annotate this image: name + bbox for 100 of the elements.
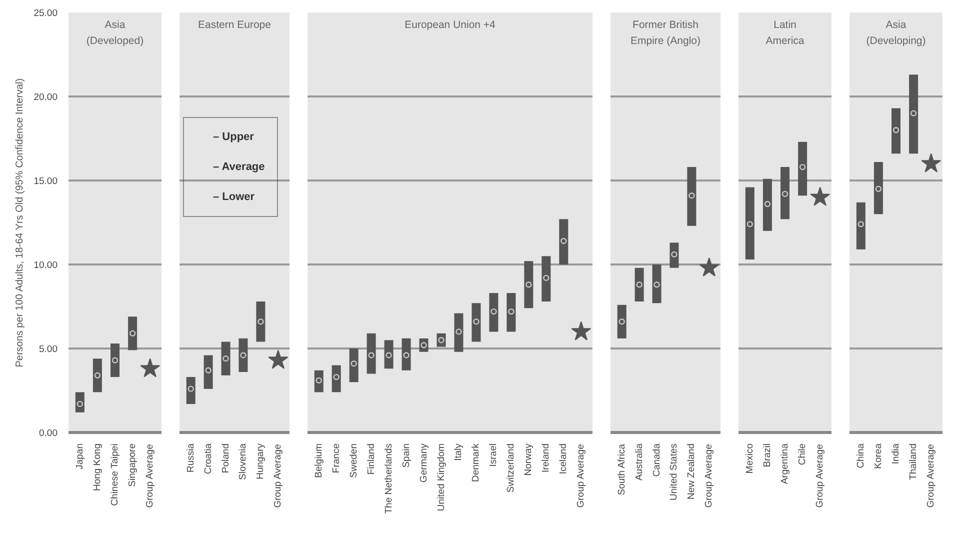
point [892, 127, 900, 134]
text: Asia (Developed) [86, 19, 144, 47]
point [420, 342, 427, 348]
annotation: – Lower [213, 191, 255, 203]
point [921, 153, 942, 172]
point [316, 377, 322, 384]
point [112, 357, 118, 364]
x-tick-label: Norway [523, 443, 534, 476]
point [799, 164, 806, 170]
y-tick-label: 10.00 [34, 260, 58, 271]
x-tick-label: Group Average [576, 444, 587, 508]
text: Eastern Europe [198, 19, 272, 32]
x-tick-label: Thailand [908, 443, 920, 480]
x-tick-label: Sweden [348, 443, 360, 478]
x-tick-label: Canada [651, 442, 662, 477]
point [94, 372, 101, 378]
x-tick-label: Italy [453, 443, 464, 461]
point [268, 350, 288, 369]
point [810, 186, 830, 206]
x-tick-label: Germany [418, 443, 430, 483]
point [129, 330, 136, 336]
annotation: – Average [213, 161, 265, 173]
point [571, 321, 592, 340]
point [350, 360, 357, 367]
x-tick-label: India [890, 442, 902, 464]
x-tick-label: Mexico [744, 443, 756, 474]
x-tick-label: New Zealand [686, 443, 698, 500]
point [688, 192, 695, 199]
point [508, 308, 514, 315]
x-tick-label: Group Average [814, 444, 826, 508]
point [473, 318, 480, 325]
point [654, 282, 660, 288]
point [222, 355, 229, 362]
x-tick-label: South Africa [616, 443, 628, 496]
x-tick-label: France [330, 443, 342, 474]
x-tick-label: Australia [634, 442, 645, 480]
x-tick-label: Brazil [762, 443, 773, 468]
point [543, 274, 550, 282]
point [240, 352, 246, 358]
x-tick-label: Chinese Taipei [110, 444, 120, 506]
x-tick-label: Singapore [127, 444, 138, 487]
x-tick-label: Hong Kong [92, 443, 103, 492]
point [526, 282, 532, 288]
point [782, 190, 788, 198]
x-tick-label: Croatia [202, 442, 214, 474]
point [490, 308, 497, 315]
point [858, 221, 864, 228]
point [699, 257, 720, 276]
point [368, 352, 374, 358]
x-tick-label: Switzerland [506, 443, 517, 493]
point [746, 221, 754, 228]
text: Asia (Developing) [866, 19, 926, 47]
y-tick-label: 0.00 [39, 428, 58, 439]
point [910, 110, 917, 116]
y-tick-label: 20.00 [34, 92, 58, 103]
annotation: – Upper [213, 131, 254, 143]
point [456, 328, 462, 335]
point [438, 337, 444, 344]
x-tick-label: Group Average [926, 444, 937, 508]
point [76, 400, 84, 408]
y-tick-label: 25.00 [34, 8, 58, 19]
x-tick-label: Chile [797, 443, 808, 466]
x-tick-label: Israel [488, 443, 500, 467]
x-tick-label: Russia [185, 442, 196, 473]
text: Latin America [766, 19, 804, 47]
y-tick-label: 5.00 [39, 344, 58, 355]
text: European Union +4 [404, 19, 496, 32]
point [671, 251, 678, 258]
x-tick-label: China [855, 442, 866, 468]
point [333, 374, 340, 380]
point [386, 352, 392, 358]
x-tick-label: Poland [220, 443, 232, 474]
y-tick-label: 15.00 [34, 176, 58, 187]
x-tick-label: Denmark [470, 443, 482, 482]
point [875, 186, 882, 192]
x-tick-label: Argentina [780, 442, 790, 484]
x-tick-label: The Netherlands [383, 443, 394, 514]
x-tick-label: United Kingdom [436, 443, 447, 512]
point [258, 318, 264, 325]
x-tick-label: Group Average [144, 444, 156, 508]
y-axis-title: Persons per 100 Adults, 18-64 Yrs Old (95% Confidence Interval) [14, 78, 26, 368]
x-tick-label: Finland [366, 443, 377, 475]
x-tick-label: Korea [872, 442, 884, 469]
x-tick-label: Belgium [313, 443, 324, 478]
x-tick-label: Japan [74, 443, 86, 470]
x-tick-label: Slovenia [238, 442, 249, 480]
point [618, 318, 625, 325]
x-tick-label: Spain [400, 443, 412, 468]
x-tick-label: Hungary [255, 443, 266, 480]
point [205, 367, 212, 374]
x-tick-label: Group Average [704, 444, 715, 508]
x-tick-label: Group Average [272, 444, 284, 508]
x-tick-label: Iceland [558, 443, 570, 474]
x-tick-label: United States [668, 443, 680, 501]
point [403, 352, 410, 358]
point [560, 238, 567, 244]
text: Former British Empire (Anglo) [630, 19, 701, 47]
point [636, 282, 642, 288]
point [188, 386, 194, 392]
point [140, 358, 160, 378]
